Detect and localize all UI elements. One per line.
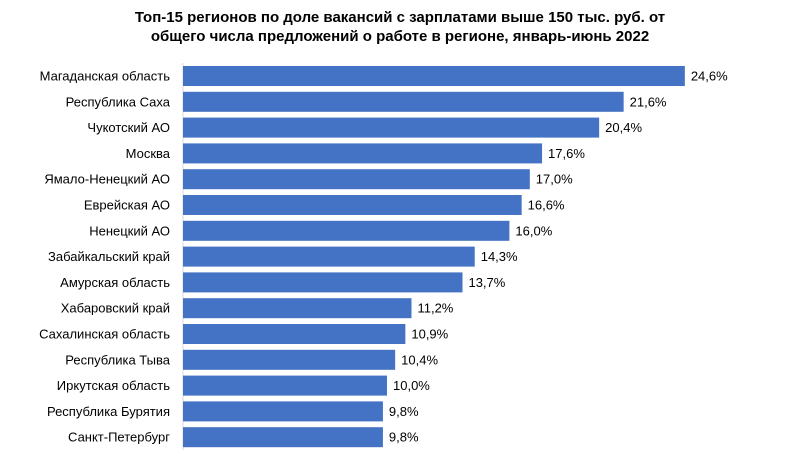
bar: [183, 272, 463, 293]
bar: [183, 66, 685, 86]
category-label: Магаданская область: [40, 69, 171, 84]
bar: [183, 143, 543, 164]
bar: [183, 169, 530, 190]
data-label: 13,7%: [468, 275, 505, 290]
data-label: 16,6%: [528, 198, 565, 213]
category-label: Ямало-Ненецкий АО: [44, 172, 170, 187]
data-label: 10,9%: [411, 327, 448, 342]
bar: [183, 401, 383, 422]
chart-title-line-1: Топ-15 регионов по доле вакансий с зарпл…: [134, 9, 666, 26]
chart-title-line-2: общего числа предложений о работе в реги…: [150, 28, 650, 45]
data-label: 17,0%: [536, 172, 573, 187]
chart-title: Топ-15 регионов по доле вакансий с зарпл…: [0, 8, 800, 46]
category-label: Республика Бурятия: [47, 404, 170, 419]
bar: [183, 298, 412, 319]
data-label: 14,3%: [481, 249, 518, 264]
data-label: 21,6%: [630, 94, 667, 109]
category-label: Ненецкий АО: [89, 223, 170, 238]
bar: [183, 324, 406, 344]
data-label: 10,0%: [393, 378, 430, 393]
data-label: 24,6%: [691, 69, 728, 84]
data-label: 9,8%: [389, 404, 419, 419]
category-label: Иркутская область: [57, 378, 170, 393]
category-label: Республика Саха: [66, 94, 171, 109]
data-label: 20,4%: [605, 120, 642, 135]
category-label: Москва: [126, 146, 171, 161]
data-label: 16,0%: [515, 223, 552, 238]
category-label: Чукотский АО: [87, 120, 170, 135]
data-label: 17,6%: [548, 146, 585, 161]
bar: [183, 375, 387, 396]
data-label: 9,8%: [389, 430, 419, 445]
category-label: Сахалинская область: [39, 327, 170, 342]
category-label: Амурская область: [60, 275, 170, 290]
data-label: 11,2%: [417, 301, 453, 316]
category-label: Республика Тыва: [65, 352, 171, 367]
data-label: 10,4%: [401, 352, 438, 367]
bar: [183, 220, 510, 241]
bar: [183, 91, 624, 112]
category-label: Санкт-Петербург: [68, 430, 170, 445]
bar: [183, 246, 475, 267]
category-label: Хабаровский край: [61, 301, 170, 316]
category-label: Еврейская АО: [84, 198, 170, 213]
bar: [183, 195, 522, 215]
bar: [183, 349, 396, 370]
bar: [183, 117, 600, 138]
category-label: Забайкальский край: [48, 249, 170, 264]
bar: [183, 427, 383, 448]
